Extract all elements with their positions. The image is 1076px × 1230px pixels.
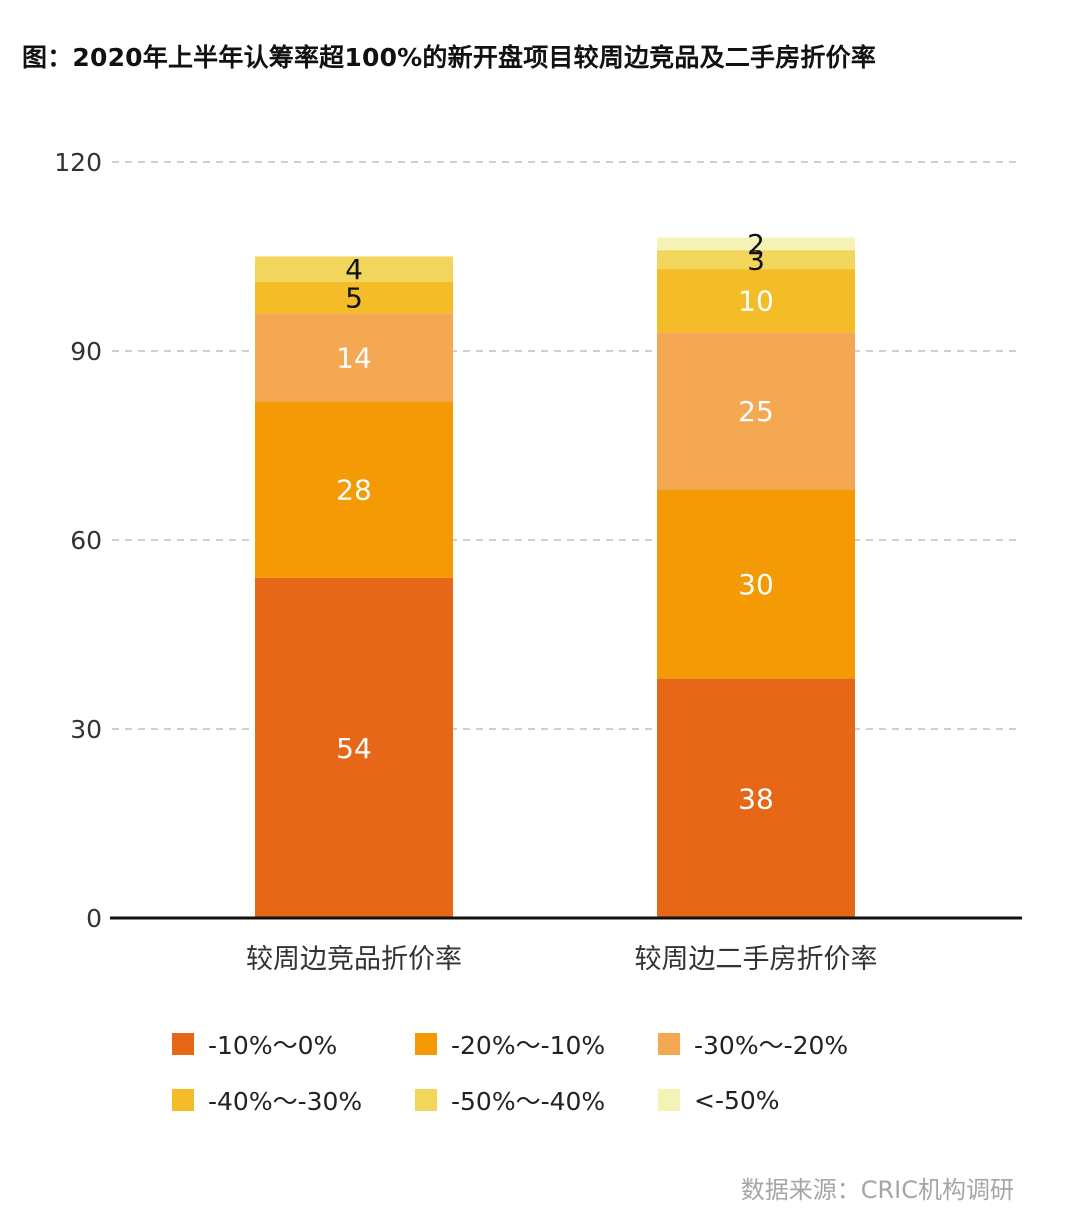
legend-label: -20%～-10%	[451, 1031, 606, 1060]
legend-item: -40%～-30%	[172, 1087, 415, 1116]
bar-segment	[255, 256, 453, 282]
data-label: 28	[336, 474, 372, 507]
data-label: 5	[345, 281, 363, 314]
legend-item: -20%～-10%	[415, 1031, 658, 1060]
legend-label: <-50%	[694, 1085, 780, 1115]
bar-segment	[255, 281, 453, 314]
bar-segment	[255, 577, 453, 918]
source-note: 数据来源：CRIC机构调研	[740, 1176, 1014, 1204]
legend-swatch	[172, 1033, 194, 1055]
bar-segment	[657, 332, 855, 490]
legend-item: -30%～-20%	[658, 1031, 901, 1060]
bar-segment	[657, 237, 855, 251]
data-label: 10	[738, 285, 774, 318]
stacked-bar-chart: 0 30 60 90 120 54 28 14 54 较周边竞品折价率 38 30 25 10 32 较周边二…	[54, 148, 1022, 975]
bar-segment	[657, 250, 855, 270]
legend-item: -50%～-40%	[415, 1087, 658, 1116]
legend-swatch	[415, 1033, 437, 1055]
x-tick-label: 较周边二手房折价率	[635, 944, 878, 975]
y-tick-label: 30	[70, 715, 102, 744]
data-label: 3	[747, 244, 765, 277]
data-label: 54	[336, 732, 372, 765]
bar-segment	[657, 489, 855, 679]
data-label: 2	[747, 228, 765, 261]
legend-swatch	[415, 1089, 437, 1111]
legend-swatch	[658, 1089, 680, 1111]
x-tick-label: 较周边竞品折价率	[246, 944, 462, 975]
bar-segment	[657, 678, 855, 918]
data-label: 25	[738, 395, 774, 428]
bar-segment	[657, 269, 855, 333]
legend-swatch	[172, 1089, 194, 1111]
data-label: 30	[738, 568, 774, 601]
y-tick-label: 60	[70, 526, 102, 555]
legend: -10%～0% -20%～-10% -30%～-20% -40%～-30% -50%～-…	[172, 1031, 952, 1116]
legend-label: -40%～-30%	[208, 1087, 363, 1116]
data-label: 38	[738, 782, 774, 815]
data-label: 14	[336, 341, 372, 374]
y-tick-label: 0	[86, 904, 102, 933]
legend-label: -50%～-40%	[451, 1087, 606, 1116]
y-tick-label: 90	[70, 337, 102, 366]
bar-segment	[255, 313, 453, 402]
legend-swatch	[658, 1033, 680, 1055]
legend-item: <-50%	[658, 1085, 901, 1115]
data-label: 4	[345, 253, 363, 286]
y-tick-label: 120	[54, 148, 102, 177]
legend-item: -10%～0%	[172, 1031, 415, 1060]
legend-label: -30%～-20%	[694, 1031, 849, 1060]
bar-segment	[255, 401, 453, 578]
chart-title: 图：2020年上半年认筹率超100%的新开盘项目较周边竞品及二手房折价率	[22, 43, 877, 72]
legend-label: -10%～0%	[208, 1031, 338, 1060]
